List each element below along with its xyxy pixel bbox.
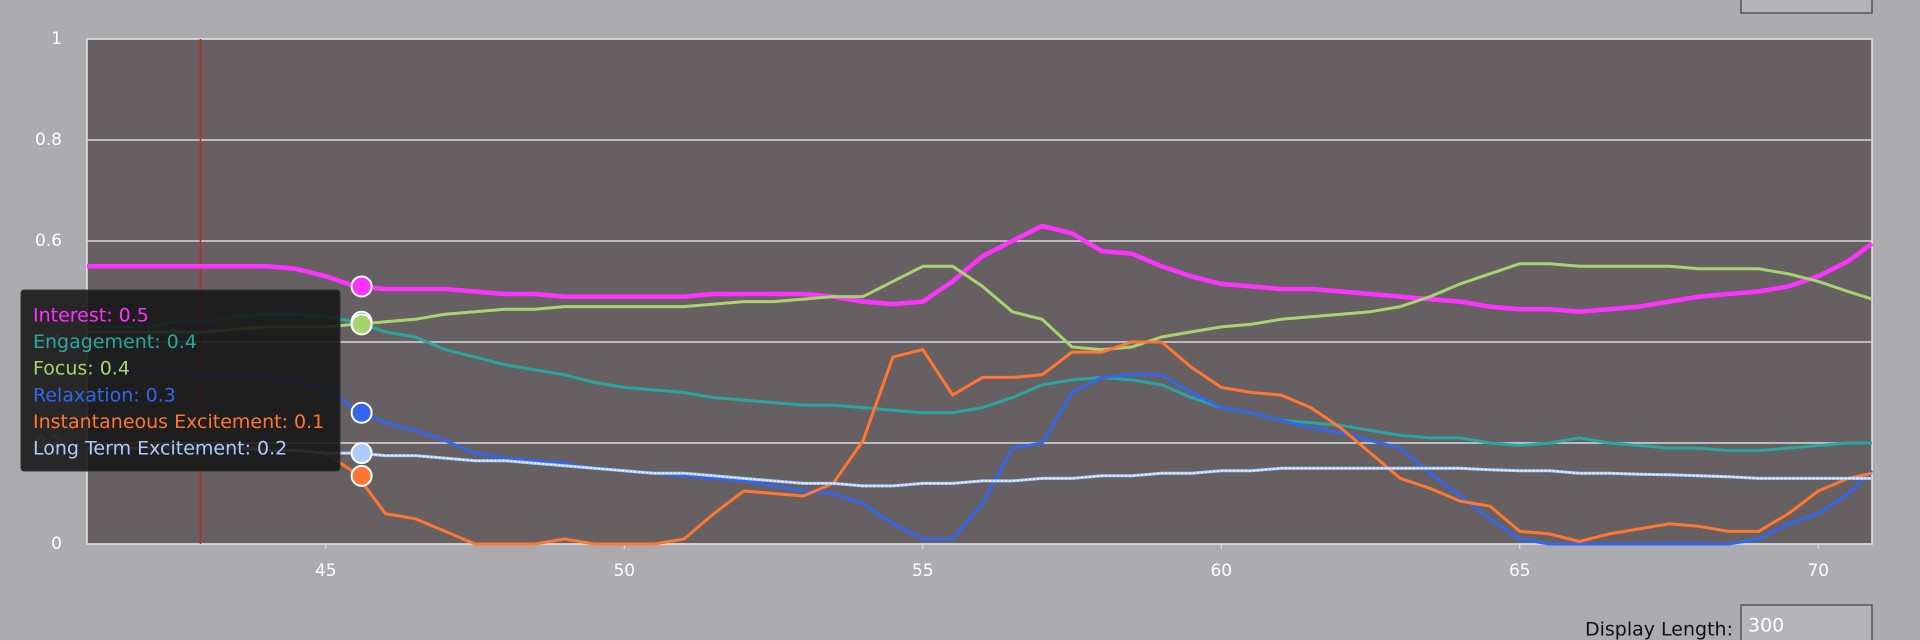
tooltip-item: Focus: 0.4	[33, 358, 130, 380]
series-line	[87, 223, 1874, 314]
series-line	[87, 340, 1873, 546]
top-input-box[interactable]	[1740, 0, 1873, 14]
display-length-value[interactable]: 300	[1748, 615, 1784, 637]
series-line	[87, 312, 1872, 453]
y-tick-label: 1	[51, 29, 62, 49]
tooltip-box	[20, 289, 341, 472]
hover-dot	[350, 401, 373, 424]
x-tick-label: 50	[613, 561, 635, 581]
hover-dot	[350, 442, 373, 465]
tooltip-item: Engagement: 0.4	[33, 331, 197, 353]
hover-dot	[350, 464, 373, 487]
tooltip-item: Long Term Excitement: 0.2	[33, 438, 287, 460]
lines	[87, 39, 1874, 546]
y-tick-label: 0	[51, 534, 62, 554]
tooltip-item: Interest: 0.5	[33, 305, 149, 327]
tooltip: Interest: 0.5 Engagement: 0.4 Focus: 0.4 Re…	[20, 289, 341, 472]
display-length-label: Display Length:	[1585, 619, 1733, 640]
x-tick-label: 60	[1210, 561, 1232, 581]
series-line	[87, 262, 1873, 352]
series-line-highlight	[87, 447, 1872, 487]
tooltip-item: Instantaneous Excitement: 0.1	[33, 411, 324, 433]
x-tick-label: 65	[1509, 561, 1531, 581]
x-tick-label: 55	[912, 561, 934, 581]
display-length-input[interactable]	[1740, 604, 1873, 640]
tooltip-item: Relaxation: 0.3	[33, 384, 176, 406]
x-tick-label: 45	[315, 561, 337, 581]
x-tick-label: 70	[1807, 561, 1829, 581]
series-line	[87, 365, 1874, 546]
hover-dot	[350, 275, 373, 298]
y-tick-label: 0.8	[35, 130, 62, 150]
hover-dot	[350, 313, 373, 336]
plot-area	[86, 38, 1873, 545]
y-tick-label: 0.6	[35, 231, 62, 251]
